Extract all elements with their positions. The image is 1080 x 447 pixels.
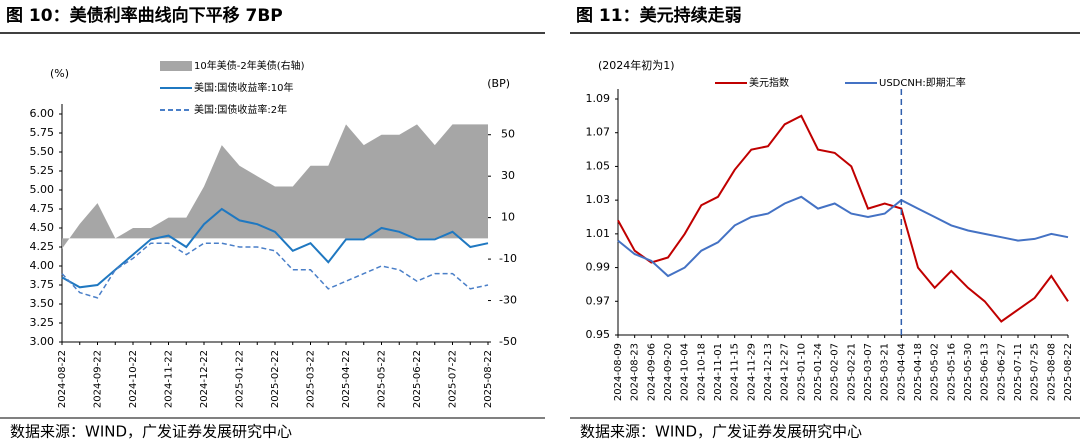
y-tick-label: 1.07 [586,126,611,139]
y-unit: (2024年初为1) [598,58,675,72]
x-tick-label: 2025-07-11 [1013,343,1024,401]
x-tick-label: 2025-08-22 [1063,343,1074,401]
x-tick-label: 2024-11-29 [746,343,757,401]
x-tick-label: 2025-06-27 [996,343,1007,401]
legend-swatch [160,61,192,71]
y2-tick-label: 30 [501,169,515,182]
y-tick-label: 1.01 [586,227,611,240]
x-tick-label: 2024-11-22 [164,350,175,408]
y-tick-label: 5.25 [30,164,55,177]
line [617,114,1069,323]
x-tick-label: 2025-01-10 [796,343,807,401]
legend-label: 美国:国债收益率:2年 [194,103,287,116]
y-tick-label: 1.03 [586,193,611,206]
legend-label: 10年美债-2年美债(右轴) [194,59,305,72]
y-tick-label: 4.50 [30,221,55,234]
x-tick-label: 2025-02-21 [846,343,857,401]
line [61,207,489,289]
y-tick-label: 3.00 [30,335,55,348]
x-tick-label: 2025-01-24 [813,343,824,401]
y-tick-label: 0.95 [586,328,611,341]
y-tick-label: 4.25 [30,240,55,253]
x-tick-label: 2024-09-22 [93,350,104,408]
x-tick-label: 2024-11-15 [730,343,741,401]
x-tick-label: 2025-01-22 [235,350,246,408]
x-tick-label: 2025-05-30 [963,343,974,401]
x-tick-label: 2025-03-07 [863,343,874,401]
y2-unit: (BP) [487,77,510,90]
x-tick-label: 2025-03-21 [880,343,891,401]
x-tick-label: 2024-12-27 [780,343,791,401]
legend-label: 美元指数 [749,76,789,89]
x-tick-label: 2025-08-08 [1046,343,1057,401]
x-tick-label: 2024-08-22 [57,350,68,408]
y-tick-label: 5.75 [30,126,55,139]
y2-tick-label: 10 [501,211,515,224]
y-tick-label: 4.75 [30,202,55,215]
x-tick-label: 2025-04-04 [896,343,907,401]
legend-label: USDCNH:即期汇率 [879,76,966,89]
chart-title: 图 11：美元持续走弱 [576,5,742,26]
x-tick-label: 2025-04-22 [341,350,352,408]
y-tick-label: 4.00 [30,259,55,272]
x-tick-label: 2025-05-22 [377,350,388,408]
x-tick-label: 2025-07-25 [1030,343,1041,401]
x-tick-label: 2025-02-22 [270,350,281,408]
y-tick-label: 6.00 [30,107,55,120]
x-tick-label: 2025-04-18 [913,343,924,401]
y-tick-label: 1.09 [586,92,611,105]
y2-tick-label: -50 [499,335,517,348]
x-tick-label: 2024-10-22 [128,350,139,408]
x-tick-label: 2024-08-23 [630,343,641,401]
y-tick-label: 0.99 [586,261,611,274]
source: 数据来源：WIND，广发证券发展研究中心 [10,423,292,441]
legend-label: 美国:国债收益率:10年 [194,81,293,94]
x-tick-label: 2024-11-01 [713,343,724,401]
y2-tick-label: -30 [499,294,517,307]
x-tick-label: 2024-09-06 [646,343,657,401]
chart-title: 图 10：美债利率曲线向下平移 7BP [6,5,283,26]
x-tick-label: 2024-09-20 [663,343,674,401]
y-tick-label: 3.75 [30,278,55,291]
x-tick-label: 2025-02-07 [830,343,841,401]
y-unit: (%) [50,67,69,80]
x-tick-label: 2024-12-13 [763,343,774,401]
source: 数据来源：WIND，广发证券发展研究中心 [580,423,862,441]
x-tick-label: 2024-08-09 [613,343,624,401]
x-tick-label: 2025-03-22 [306,350,317,408]
x-tick-label: 2025-05-16 [946,343,957,401]
x-tick-label: 2024-10-04 [680,343,691,401]
x-tick-label: 2025-05-02 [930,343,941,401]
y-tick-label: 3.50 [30,297,55,310]
x-tick-label: 2025-06-22 [412,350,423,408]
y-tick-label: 5.50 [30,145,55,158]
y-tick-label: 1.05 [586,159,611,172]
x-tick-label: 2025-06-13 [980,343,991,401]
y2-tick-label: -10 [499,252,517,265]
y-tick-label: 5.00 [30,183,55,196]
y-tick-label: 0.97 [586,294,611,307]
x-tick-label: 2025-08-22 [483,350,494,408]
line [61,242,489,299]
area [62,124,488,249]
x-tick-label: 2024-12-22 [199,350,210,408]
x-tick-label: 2025-07-22 [448,350,459,408]
y-tick-label: 3.25 [30,316,55,329]
x-tick-label: 2024-10-18 [696,343,707,401]
y2-tick-label: 50 [501,128,515,141]
line [617,195,1069,278]
